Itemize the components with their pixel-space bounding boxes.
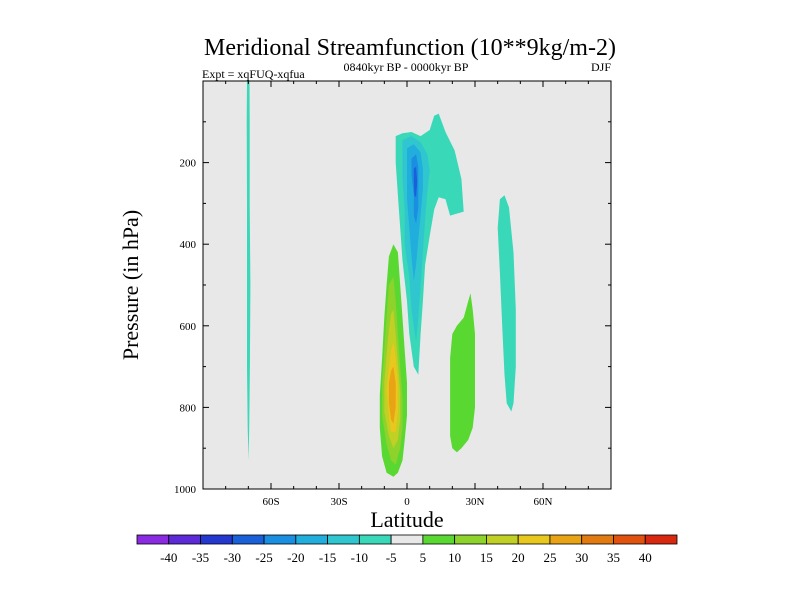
- axis-ticks: 60S 30S 0 30N 60N 200 400 600 800 1000: [174, 81, 611, 508]
- contour-region-equatorial-pos-25: [388, 366, 396, 424]
- contour-fills: [246, 81, 516, 477]
- colorbar-segment: [231, 534, 265, 545]
- chart-title: Meridional Streamfunction (10**9kg/m-2): [204, 35, 616, 61]
- colorbar-label: 20: [512, 550, 525, 565]
- colorbar-label: -25: [255, 550, 272, 565]
- colorbar-segment: [200, 534, 233, 545]
- colorbar-segment: [486, 534, 519, 545]
- colorbar-label: -40: [160, 550, 177, 565]
- colorbar-label: -20: [287, 550, 304, 565]
- colorbar-segment: [422, 534, 456, 545]
- contour-region-equatorial-neg-25: [413, 166, 418, 198]
- colorbar-label: 5: [420, 550, 427, 565]
- colorbar-label: 25: [543, 550, 556, 565]
- colorbar-segment: [168, 534, 201, 545]
- x-tick-label: 0: [404, 496, 410, 508]
- y-tick-label: 200: [180, 158, 197, 170]
- season-label: DJF: [591, 60, 611, 74]
- colorbar-segment: [613, 534, 646, 545]
- colorbar-label: 30: [575, 550, 588, 565]
- x-tick-label: 30N: [466, 496, 485, 508]
- experiment-label: Expt = xqFUQ-xqfua: [202, 67, 305, 81]
- x-tick-label: 60N: [534, 496, 553, 508]
- colorbar-label: -10: [351, 550, 368, 565]
- colorbar-segment: [581, 534, 614, 545]
- colorbar-label: 35: [607, 550, 620, 565]
- colorbar-label: -35: [192, 550, 209, 565]
- x-axis-label: Latitude: [370, 507, 443, 532]
- x-tick-label: 30S: [330, 496, 347, 508]
- colorbar-segment: [644, 534, 678, 545]
- y-tick-label: 1000: [174, 484, 197, 496]
- colorbar-segment: [327, 534, 360, 545]
- colorbar-segment: [454, 534, 487, 545]
- colorbar-segment: [263, 534, 297, 545]
- colorbar-label: 10: [448, 550, 461, 565]
- colorbar: -40 -35 -30 -25 -20 -15 -10 -5 5 10 15 20 25 30 35 40: [136, 534, 678, 565]
- colorbar-label: -5: [386, 550, 397, 565]
- y-tick-label: 600: [180, 321, 197, 333]
- colorbar-label: 40: [639, 550, 652, 565]
- colorbar-segment: [295, 534, 328, 545]
- colorbar-label: -15: [319, 550, 336, 565]
- contour-region-sh-midlat-negative-band: [246, 81, 251, 461]
- colorbar-segment: [390, 534, 424, 545]
- y-axis-label: Pressure (in hPa): [118, 210, 143, 360]
- contour-region-nh-neg-cell: [497, 195, 516, 412]
- colorbar-segment: [549, 534, 583, 545]
- colorbar-segment: [136, 534, 170, 545]
- y-tick-label: 800: [180, 402, 197, 414]
- colorbar-segment: [358, 534, 392, 545]
- x-tick-label: 60S: [262, 496, 279, 508]
- colorbar-segment: [517, 534, 551, 545]
- contour-region-nh-pos-cell: [450, 293, 475, 453]
- colorbar-label: 15: [480, 550, 493, 565]
- colorbar-label: -30: [224, 550, 241, 565]
- time-range-label: 0840kyr BP - 0000kyr BP: [344, 60, 469, 74]
- y-tick-label: 400: [180, 239, 197, 251]
